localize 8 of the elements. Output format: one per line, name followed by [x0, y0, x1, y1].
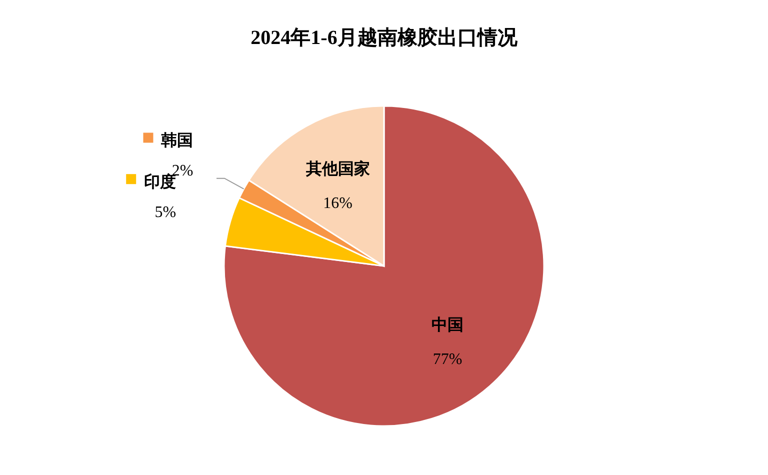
chart-title: 2024年1-6月越南橡胶出口情况	[250, 26, 518, 49]
legend-label: 韩国	[160, 132, 194, 150]
data-label: 16%	[323, 194, 352, 212]
data-label: 77%	[432, 351, 462, 368]
slice-label: 其他国家	[304, 158, 370, 178]
data-label: 5%	[154, 204, 176, 222]
pie-slice	[223, 105, 545, 427]
slice-label: 中国	[431, 316, 464, 334]
